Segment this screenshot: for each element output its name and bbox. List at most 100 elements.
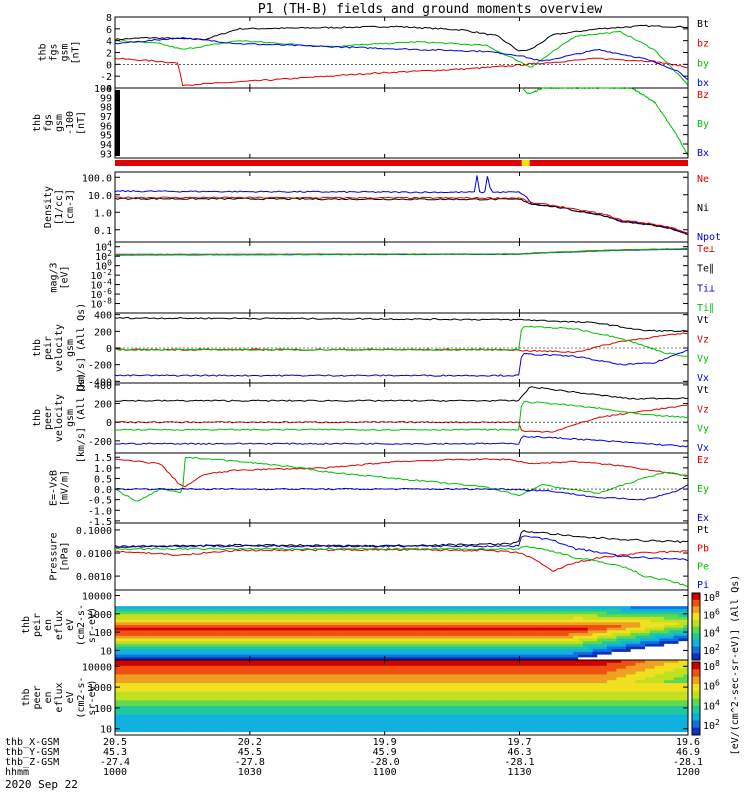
y-tick-label: 95 bbox=[100, 131, 112, 142]
spectrogram-cell bbox=[253, 651, 259, 656]
spectrogram-cell bbox=[263, 688, 269, 693]
spectrogram-cell bbox=[315, 600, 321, 604]
spectrogram-cell bbox=[582, 616, 589, 621]
spectrogram-cell bbox=[415, 641, 422, 645]
spectrogram-cell bbox=[329, 627, 336, 631]
spectrogram-cell bbox=[310, 726, 317, 730]
spectrogram-cell bbox=[387, 598, 393, 602]
spectrogram-cell bbox=[387, 614, 393, 618]
spectrogram-cell bbox=[606, 622, 613, 626]
spectrogram-cell bbox=[291, 688, 297, 693]
spectrogram-cell bbox=[272, 709, 278, 713]
spectrogram-cell bbox=[124, 709, 130, 713]
spectrogram-cell bbox=[153, 726, 159, 730]
spectrogram-cell bbox=[344, 729, 350, 733]
spectrogram-cell bbox=[492, 651, 498, 656]
spectrogram-cell bbox=[673, 638, 679, 642]
spectrogram-cell bbox=[683, 622, 689, 626]
spectrogram-cell bbox=[664, 611, 670, 615]
spectrogram-cell bbox=[215, 638, 221, 642]
spectrogram-cell bbox=[434, 657, 441, 661]
spectrogram-cell bbox=[296, 711, 302, 716]
spectrogram-cell bbox=[334, 651, 340, 656]
spectrogram-cell bbox=[645, 619, 651, 623]
spectrogram-cell bbox=[277, 638, 283, 642]
spectrogram-cell bbox=[592, 595, 598, 599]
legend-pt: Pt bbox=[697, 525, 709, 536]
spectrogram-cell bbox=[119, 683, 126, 687]
spectrogram-cell bbox=[673, 630, 679, 634]
spectrogram-cell bbox=[582, 595, 589, 599]
spectrogram-cell bbox=[220, 711, 226, 716]
spectrogram-cell bbox=[243, 595, 250, 599]
spectrogram-cell bbox=[296, 732, 302, 736]
spectrogram-cell bbox=[621, 622, 627, 626]
spectrogram-cell bbox=[306, 732, 312, 736]
spectrogram-cell bbox=[420, 643, 426, 648]
spectrogram-cell bbox=[344, 600, 350, 604]
spectrogram-cell bbox=[563, 657, 570, 661]
spectrogram-cell bbox=[258, 635, 264, 639]
spectrogram-cell bbox=[248, 638, 254, 642]
spectrogram-cell bbox=[372, 625, 379, 629]
spectrogram-cell bbox=[315, 590, 321, 594]
spectrogram-cell bbox=[215, 732, 221, 736]
spectrogram-cell bbox=[616, 638, 622, 642]
spectrogram-cell bbox=[200, 680, 207, 684]
spectrogram-cell bbox=[649, 590, 656, 594]
spectrogram-cell bbox=[210, 635, 216, 639]
spectrogram-cell bbox=[181, 683, 188, 687]
spectrogram-cell bbox=[239, 603, 245, 607]
spectrogram-cell bbox=[654, 646, 660, 650]
spectrogram-cell bbox=[329, 619, 336, 623]
spectrogram-cell bbox=[224, 694, 231, 698]
spectrogram-cell bbox=[239, 697, 245, 701]
spectrogram-cell bbox=[520, 630, 527, 634]
spectrogram-cell bbox=[339, 627, 345, 631]
spectrogram-cell bbox=[177, 674, 183, 678]
spectrogram-cell bbox=[196, 595, 202, 599]
spectrogram-cell bbox=[348, 630, 355, 634]
spectrogram-cell bbox=[157, 630, 164, 634]
spectrogram-cell bbox=[573, 606, 579, 610]
spectrogram-cell bbox=[258, 671, 264, 675]
spectrogram-cell bbox=[458, 627, 465, 631]
spectrogram-cell bbox=[162, 726, 169, 730]
spectrogram-cell bbox=[329, 691, 336, 696]
spectrogram-cell bbox=[573, 608, 579, 613]
spectrogram-cell bbox=[200, 625, 207, 629]
spectrogram-cell bbox=[291, 700, 297, 704]
spectrogram-cell bbox=[539, 611, 546, 615]
spectrogram-cell bbox=[492, 638, 498, 642]
spectrogram-cell bbox=[282, 614, 288, 618]
spectrogram-cell bbox=[444, 654, 450, 658]
spectrogram-cell bbox=[382, 706, 388, 710]
spectrogram-cell bbox=[630, 614, 636, 618]
spectrogram-cell bbox=[191, 723, 197, 727]
spectrogram-cell bbox=[468, 592, 474, 596]
spectrogram-cell bbox=[630, 622, 636, 626]
spectrogram-cell bbox=[344, 603, 350, 607]
spectrogram-cell bbox=[243, 726, 250, 730]
spectrogram-cell bbox=[229, 649, 235, 653]
spectrogram-cell bbox=[372, 700, 379, 704]
spectrogram-cell bbox=[387, 685, 393, 690]
spectrogram-cell bbox=[344, 697, 350, 701]
spectrogram-cell bbox=[516, 630, 522, 634]
spectrogram-cell bbox=[377, 662, 383, 667]
spectrogram-cell bbox=[673, 654, 679, 658]
spectrogram-cell bbox=[348, 714, 355, 719]
spectrogram-cell bbox=[344, 668, 350, 673]
spectrogram-cell bbox=[525, 603, 531, 607]
spectrogram-cell bbox=[162, 649, 169, 653]
spectrogram-cell bbox=[372, 677, 379, 681]
spectrogram-cell bbox=[248, 671, 254, 675]
spectrogram-cell bbox=[602, 641, 608, 645]
spectrogram-cell bbox=[243, 619, 250, 623]
spectrogram-cell bbox=[119, 633, 126, 637]
spectrogram-cell bbox=[320, 643, 326, 648]
spectrogram-cell bbox=[181, 598, 188, 602]
spectrogram-cell bbox=[673, 635, 679, 639]
spectrogram-cell bbox=[463, 649, 469, 653]
